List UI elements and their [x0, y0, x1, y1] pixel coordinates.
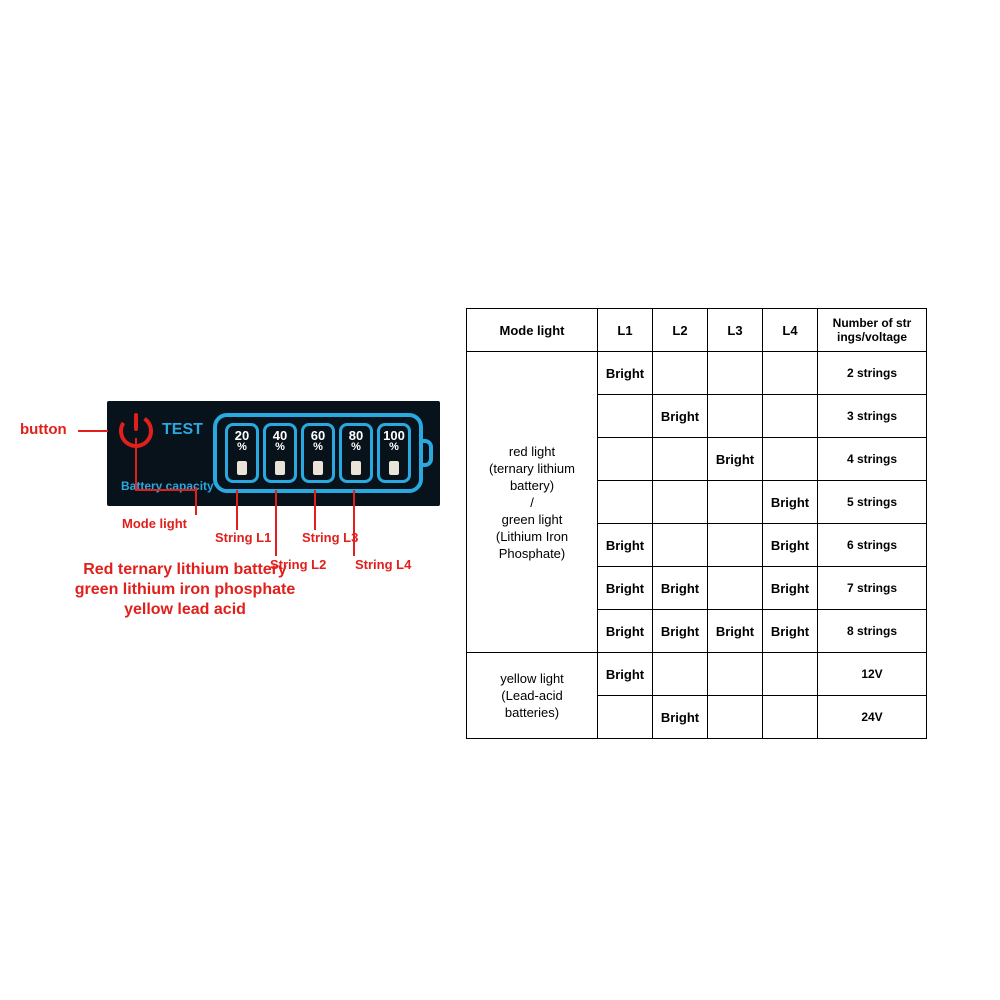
battery-cap [423, 439, 433, 467]
percent-label: % [313, 442, 323, 453]
test-label: TEST [162, 421, 203, 439]
th-num: Number of str ings/voltage [818, 309, 927, 352]
led-indicator [351, 461, 361, 475]
table-cell: Bright [598, 610, 653, 653]
table-cell: Bright [763, 610, 818, 653]
segment-20: 20 % [225, 423, 259, 483]
table-cell [708, 524, 763, 567]
table-cell [598, 481, 653, 524]
segment-80: 80 % [339, 423, 373, 483]
table-cell [763, 352, 818, 395]
mode-cell-yellow: yellow light (Lead-acid batteries) [467, 653, 598, 739]
table-body: red light (ternary lithium battery) / gr… [467, 352, 927, 739]
table-row: yellow light (Lead-acid batteries)Bright… [467, 653, 927, 696]
legend-text: Red ternary lithium battery green lithiu… [45, 560, 325, 620]
table-cell [653, 653, 708, 696]
legend-line: green lithium iron phosphate [45, 580, 325, 600]
table-cell: Bright [653, 610, 708, 653]
th-l4: L4 [763, 309, 818, 352]
table-cell [598, 696, 653, 739]
table-cell [653, 438, 708, 481]
table-cell: Bright [653, 696, 708, 739]
led-indicator [389, 461, 399, 475]
battery-body: 20 % 40 % 60 % 80 % 100 % [213, 413, 423, 493]
leader-line [275, 490, 277, 556]
table-cell: Bright [653, 567, 708, 610]
leader-line [195, 487, 197, 515]
annotation-l4: String L4 [355, 557, 411, 572]
table-cell: 3 strings [818, 395, 927, 438]
table-cell [763, 653, 818, 696]
leader-line [353, 490, 355, 556]
table-header-row: Mode light L1 L2 L3 L4 Number of str ing… [467, 309, 927, 352]
table-cell [708, 567, 763, 610]
table-cell [708, 696, 763, 739]
leader-line [236, 490, 238, 530]
annotation-l1: String L1 [215, 530, 271, 545]
table-cell: 12V [818, 653, 927, 696]
legend-line: yellow lead acid [45, 600, 325, 620]
table-cell [708, 653, 763, 696]
table-cell [763, 696, 818, 739]
percent-label: % [237, 442, 247, 453]
table-cell: 2 strings [818, 352, 927, 395]
segment-100: 100 % [377, 423, 411, 483]
table-cell: Bright [708, 610, 763, 653]
segment-60: 60 % [301, 423, 335, 483]
table-cell [763, 395, 818, 438]
percent-label: % [275, 442, 285, 453]
table-cell: Bright [598, 352, 653, 395]
table-cell [653, 481, 708, 524]
percent-label: % [351, 442, 361, 453]
leader-line [78, 430, 108, 432]
table-cell [708, 395, 763, 438]
segment-40: 40 % [263, 423, 297, 483]
table-cell [598, 438, 653, 481]
table-cell: 6 strings [818, 524, 927, 567]
leader-line [135, 489, 195, 491]
table-cell: Bright [598, 524, 653, 567]
table-cell: Bright [598, 567, 653, 610]
th-mode: Mode light [467, 309, 598, 352]
table-cell: 8 strings [818, 610, 927, 653]
annotation-button: button [20, 421, 67, 438]
table-cell [763, 438, 818, 481]
table-cell: Bright [763, 567, 818, 610]
table-cell [653, 352, 708, 395]
leader-line [314, 490, 316, 530]
table-cell [598, 395, 653, 438]
th-l3: L3 [708, 309, 763, 352]
leader-line [135, 438, 137, 490]
table-cell: Bright [763, 481, 818, 524]
table-cell: Bright [598, 653, 653, 696]
legend-line: Red ternary lithium battery [45, 560, 325, 580]
table-cell [708, 481, 763, 524]
table-cell: 7 strings [818, 567, 927, 610]
annotation-mode-light: Mode light [122, 516, 187, 531]
th-l2: L2 [653, 309, 708, 352]
table-row: red light (ternary lithium battery) / gr… [467, 352, 927, 395]
table-cell: 5 strings [818, 481, 927, 524]
led-indicator [313, 461, 323, 475]
table-cell [653, 524, 708, 567]
table-cell: 4 strings [818, 438, 927, 481]
mode-cell-red-green: red light (ternary lithium battery) / gr… [467, 352, 598, 653]
annotation-l3: String L3 [302, 530, 358, 545]
table-cell [708, 352, 763, 395]
table-cell: Bright [763, 524, 818, 567]
led-indicator [237, 461, 247, 475]
table-cell: Bright [653, 395, 708, 438]
led-indicator [275, 461, 285, 475]
table-cell: Bright [708, 438, 763, 481]
percent-label: % [389, 442, 399, 453]
th-l1: L1 [598, 309, 653, 352]
table-cell: 24V [818, 696, 927, 739]
mode-table: Mode light L1 L2 L3 L4 Number of str ing… [466, 308, 927, 739]
